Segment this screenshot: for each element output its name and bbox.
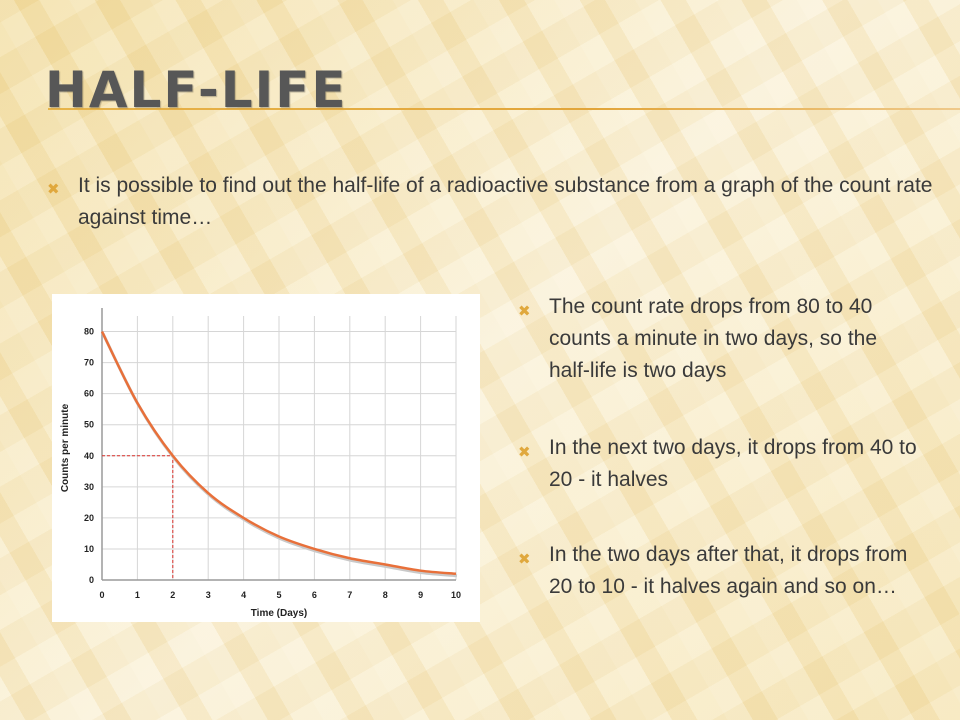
- x-tick-label: 4: [241, 590, 246, 600]
- y-tick-label: 40: [84, 451, 94, 461]
- decay-curve: [100, 330, 457, 576]
- y-axis-label: Counts per minute: [60, 403, 71, 492]
- bullet-icon: ✖: [47, 181, 60, 198]
- x-tick-label: 1: [135, 590, 140, 600]
- bullet-icon: ✖: [518, 551, 531, 568]
- x-tick-label: 5: [276, 590, 281, 600]
- x-tick-label: 2: [170, 590, 175, 600]
- decay-curve-shadow: [101, 332, 458, 578]
- x-tick-label: 9: [418, 590, 423, 600]
- x-tick-label: 10: [451, 590, 461, 600]
- title-underline: [48, 108, 960, 110]
- x-tick-label: 8: [383, 590, 388, 600]
- bullet-icon: ✖: [518, 444, 531, 461]
- x-axis-label: Time (Days): [251, 608, 308, 619]
- y-tick-label: 0: [89, 575, 94, 585]
- bullet-icon: ✖: [518, 303, 531, 320]
- point-text-3: In the two days after that, it drops fro…: [549, 543, 908, 598]
- chart-svg: 0 1 2 3 4 5 6 7 8 9 10 0 10 20 30 40 50 60 70 80 Time (Days)…: [60, 308, 461, 619]
- y-tick-label: 30: [84, 482, 94, 492]
- y-tick-label: 70: [84, 358, 94, 368]
- x-tick-label: 7: [347, 590, 352, 600]
- half-life-chart: 0 1 2 3 4 5 6 7 8 9 10 0 10 20 30 40 50 60 70 80 Time (Days)…: [52, 294, 480, 622]
- x-tick-label: 6: [312, 590, 317, 600]
- y-tick-label: 80: [84, 327, 94, 337]
- point-text-2: In the next two days, it drops from 40 t…: [549, 436, 917, 491]
- y-tick-label: 20: [84, 513, 94, 523]
- x-tick-label: 0: [99, 590, 104, 600]
- point-text-1: The count rate drops from 80 to 40 count…: [549, 295, 878, 382]
- y-tick-label: 50: [84, 420, 94, 430]
- y-tick-label: 10: [84, 544, 94, 554]
- intro-text: It is possible to find out the half-life…: [78, 174, 933, 229]
- y-tick-label: 60: [84, 389, 94, 399]
- x-tick-label: 3: [206, 590, 211, 600]
- slide-title: HALF-LIFE: [45, 61, 348, 119]
